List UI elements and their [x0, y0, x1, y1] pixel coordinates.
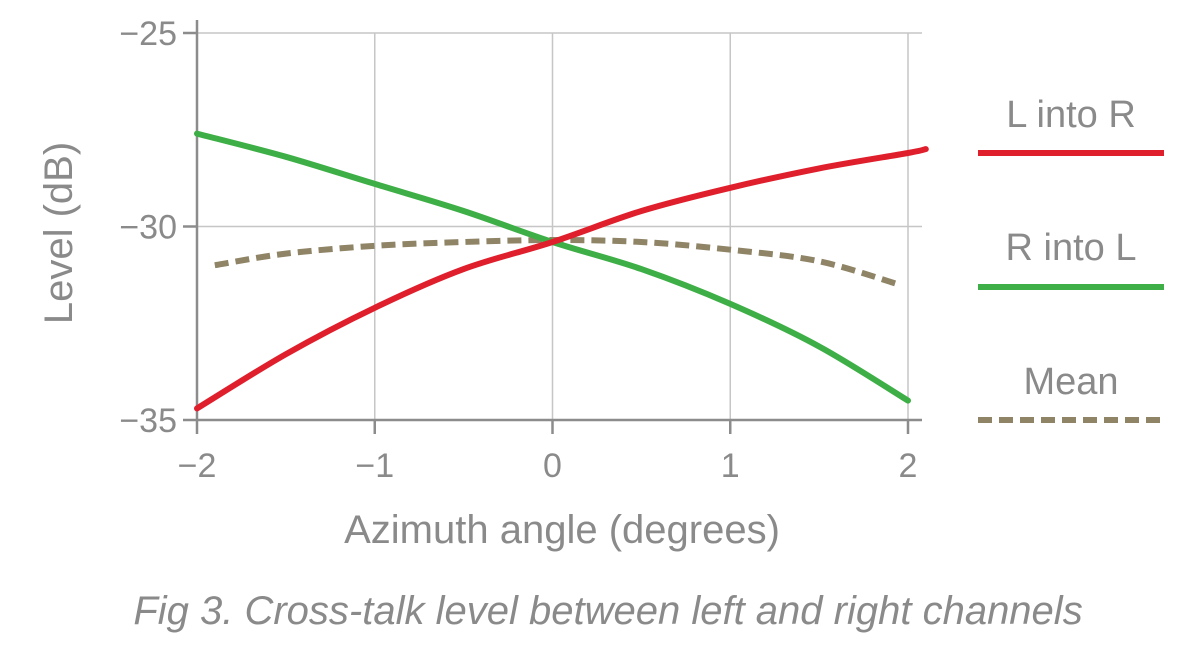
x-tick-label: −2: [178, 447, 217, 485]
x-tick-label: 2: [899, 447, 918, 485]
x-tick-label: −1: [355, 447, 394, 485]
series-line-l-into-r: [194, 146, 929, 412]
grid: [197, 32, 922, 421]
legend-label-mean: Mean: [1023, 361, 1118, 403]
axes: [183, 20, 922, 434]
figure-caption: Fig 3. Cross-talk level between left and…: [133, 589, 1082, 633]
legend: L into R R into L Mean: [978, 94, 1164, 423]
x-tick-label: 0: [543, 447, 562, 485]
y-tick-label: −30: [119, 209, 177, 247]
series: [194, 130, 929, 412]
y-tick-label: −35: [119, 402, 177, 440]
x-tick-label: 1: [721, 447, 740, 485]
y-tick-label: −25: [119, 15, 177, 53]
legend-label-l-into-r: L into R: [1006, 94, 1136, 136]
series-line-mean: [214, 236, 900, 288]
y-axis-title: Level (dB): [37, 142, 81, 324]
x-axis-title: Azimuth angle (degrees): [344, 508, 780, 552]
tick-labels: −35 −30 −25 −2 −1 0 1 2: [119, 15, 917, 485]
legend-label-r-into-l: R into L: [1006, 227, 1137, 269]
